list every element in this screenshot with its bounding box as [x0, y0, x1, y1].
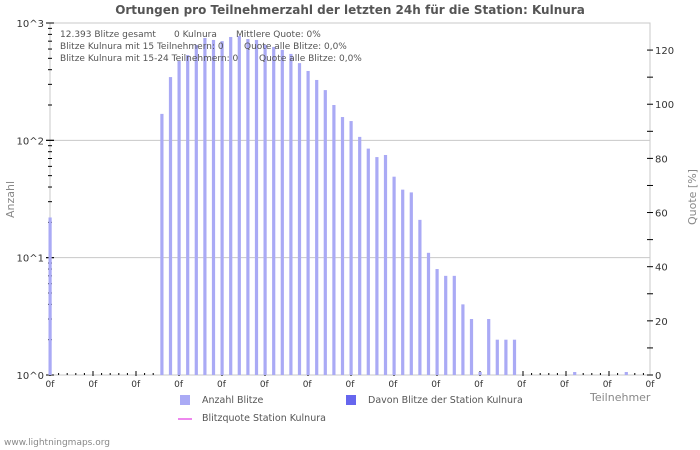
y-tick-label: 10^0: [17, 371, 44, 382]
info-total: 12.393 Blitze gesamt: [60, 30, 156, 40]
bar-total: [168, 77, 173, 376]
x-tick-label: 0f: [517, 380, 527, 390]
legend-swatch-total: [180, 395, 190, 405]
x-axis-label: Teilnehmer: [590, 391, 651, 404]
y2-tick-label: 60: [655, 209, 668, 220]
x-tick-label: 0f: [603, 380, 613, 390]
x-tick-label: 0f: [388, 380, 398, 390]
x-tick-label: 0f: [646, 380, 656, 390]
bar-total: [409, 192, 413, 375]
x-tick-label: 0f: [131, 380, 141, 390]
bar-total: [624, 372, 628, 375]
bar-total: [366, 148, 370, 375]
x-tick-label: 0f: [346, 380, 356, 390]
bar-total: [237, 35, 241, 376]
legend-item-total: Anzahl Blitze: [202, 395, 264, 406]
bar-total: [254, 39, 259, 375]
legend-item-station: Davon Blitze der Station Kulnura: [368, 395, 523, 406]
info-station-count: 0 Kulnura: [174, 30, 217, 40]
legend-item-quote: Blitzquote Station Kulnura: [202, 413, 326, 424]
bar-total: [177, 61, 181, 376]
bar-total: [246, 39, 250, 376]
info-quote-all-1: Quote alle Blitze: 0,0%: [244, 42, 347, 52]
bar-total: [297, 63, 302, 376]
bar-total: [469, 319, 474, 375]
y-tick-label: 10^3: [17, 19, 44, 30]
bar-total: [444, 275, 448, 375]
bar-total: [478, 372, 482, 375]
bar-total: [392, 176, 396, 375]
bar-total: [229, 36, 233, 376]
bar-total: [289, 53, 293, 376]
bar-total: [220, 41, 224, 375]
y2-tick-label: 0: [655, 371, 661, 382]
bar-total: [358, 136, 362, 375]
y2-tick-label: 120: [655, 46, 674, 57]
legend-swatch-quote: [178, 418, 192, 420]
legend-swatch-station: [346, 395, 356, 405]
bar-total: [504, 339, 508, 375]
y2-tick-label: 20: [655, 317, 668, 328]
bar-total: [160, 113, 164, 376]
x-tick-label: 0f: [303, 380, 313, 390]
bar-total: [512, 339, 517, 375]
x-tick-label: 0f: [46, 380, 56, 390]
bar-total: [194, 44, 198, 375]
x-tick-label: 0f: [560, 380, 570, 390]
x-tick-label: 0f: [431, 380, 441, 390]
bar-total: [418, 219, 422, 375]
y-axis-label-left: Anzahl: [4, 180, 17, 218]
bar-total: [401, 189, 405, 375]
bar-total: [272, 46, 276, 376]
y2-tick-label: 80: [655, 154, 668, 165]
bar-total: [340, 117, 345, 376]
x-tick-label: 0f: [474, 380, 484, 390]
bar-total: [323, 90, 327, 376]
bar-total: [315, 79, 319, 376]
bar-total: [203, 38, 207, 375]
bar-total: [375, 157, 379, 375]
bar-total: [435, 269, 439, 375]
x-tick-label: 0f: [260, 380, 270, 390]
info-quote-all-2: Quote alle Blitze: 0,0%: [259, 54, 362, 64]
bar-total: [495, 339, 499, 375]
bar-total: [332, 105, 336, 375]
bar-total: [461, 304, 465, 375]
bar-total: [349, 121, 353, 376]
bar-total: [452, 275, 456, 375]
y-axis-label-right: Quote [%]: [686, 169, 699, 225]
bar-total: [573, 372, 577, 375]
footer-site-link[interactable]: www.lightningmaps.org: [4, 438, 110, 448]
bar-total: [383, 154, 388, 375]
bar-total: [263, 44, 267, 375]
x-tick-label: 0f: [174, 380, 184, 390]
chart-title: Ortungen pro Teilnehmerzahl der letzten …: [115, 3, 585, 17]
bar-total: [306, 70, 310, 375]
bar-total: [487, 319, 491, 375]
bar-total: [426, 252, 431, 375]
y2-tick-label: 40: [655, 263, 668, 274]
y2-tick-label: 100: [655, 100, 674, 111]
x-tick-label: 0f: [217, 380, 227, 390]
bar-total: [48, 217, 52, 375]
x-tick-label: 0f: [88, 380, 98, 390]
info-15-24-participants: Blitze Kulnura mit 15-24 Teilnehmern: 0: [60, 54, 239, 64]
info-15-participants: Blitze Kulnura mit 15 Teilnehmern: 0: [60, 42, 224, 52]
y-tick-label: 10^1: [17, 254, 44, 265]
bar-total: [280, 49, 284, 376]
bar-total: [211, 39, 216, 375]
info-mean-quote: Mittlere Quote: 0%: [236, 30, 321, 40]
y-tick-label: 10^2: [17, 136, 44, 147]
bar-total: [186, 55, 190, 376]
